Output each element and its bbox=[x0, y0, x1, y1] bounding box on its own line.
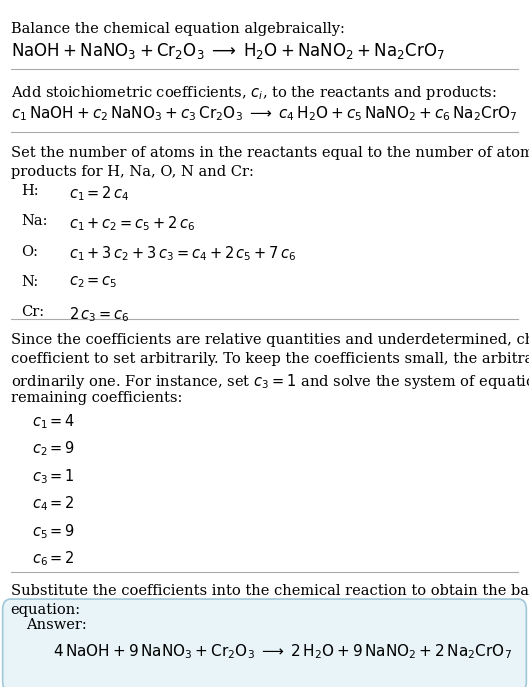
Text: products for H, Na, O, N and Cr:: products for H, Na, O, N and Cr: bbox=[11, 165, 253, 179]
Text: $2\,c_3 = c_6$: $2\,c_3 = c_6$ bbox=[69, 305, 129, 324]
FancyBboxPatch shape bbox=[3, 599, 526, 687]
Text: remaining coefficients:: remaining coefficients: bbox=[11, 391, 182, 405]
Text: Cr:: Cr: bbox=[21, 305, 44, 319]
Text: Balance the chemical equation algebraically:: Balance the chemical equation algebraica… bbox=[11, 22, 344, 36]
Text: $c_2 = c_5$: $c_2 = c_5$ bbox=[69, 275, 117, 291]
Text: coefficient to set arbitrarily. To keep the coefficients small, the arbitrary va: coefficient to set arbitrarily. To keep … bbox=[11, 352, 529, 366]
Text: Answer:: Answer: bbox=[26, 618, 87, 632]
Text: $c_4 = 2$: $c_4 = 2$ bbox=[32, 495, 75, 513]
Text: H:: H: bbox=[21, 184, 39, 198]
Text: O:: O: bbox=[21, 245, 38, 258]
Text: $c_1 = 2\,c_4$: $c_1 = 2\,c_4$ bbox=[69, 184, 130, 203]
Text: $c_3 = 1$: $c_3 = 1$ bbox=[32, 467, 75, 486]
Text: $c_6 = 2$: $c_6 = 2$ bbox=[32, 550, 75, 568]
Text: Since the coefficients are relative quantities and underdetermined, choose a: Since the coefficients are relative quan… bbox=[11, 333, 529, 347]
Text: N:: N: bbox=[21, 275, 39, 289]
Text: $c_1 + c_2 = c_5 + 2\,c_6$: $c_1 + c_2 = c_5 + 2\,c_6$ bbox=[69, 214, 195, 233]
Text: $c_5 = 9$: $c_5 = 9$ bbox=[32, 522, 75, 541]
Text: $c_1 + 3\,c_2 + 3\,c_3 = c_4 + 2\,c_5 + 7\,c_6$: $c_1 + 3\,c_2 + 3\,c_3 = c_4 + 2\,c_5 + … bbox=[69, 245, 296, 263]
Text: $c_1\,\mathrm{NaOH} + c_2\,\mathrm{NaNO_3} + c_3\,\mathrm{Cr_2O_3} \;\longrighta: $c_1\,\mathrm{NaOH} + c_2\,\mathrm{NaNO_… bbox=[11, 104, 517, 123]
Text: $c_2 = 9$: $c_2 = 9$ bbox=[32, 440, 75, 458]
Text: Set the number of atoms in the reactants equal to the number of atoms in the: Set the number of atoms in the reactants… bbox=[11, 146, 529, 159]
Text: equation:: equation: bbox=[11, 603, 81, 617]
Text: $4\,\mathrm{NaOH} + 9\,\mathrm{NaNO_3} + \mathrm{Cr_2O_3} \;\longrightarrow\; 2\: $4\,\mathrm{NaOH} + 9\,\mathrm{NaNO_3} +… bbox=[53, 642, 512, 661]
Text: ordinarily one. For instance, set $c_3 = 1$ and solve the system of equations fo: ordinarily one. For instance, set $c_3 =… bbox=[11, 372, 529, 391]
Text: Substitute the coefficients into the chemical reaction to obtain the balanced: Substitute the coefficients into the che… bbox=[11, 584, 529, 598]
Text: Na:: Na: bbox=[21, 214, 48, 228]
Text: Add stoichiometric coefficients, $c_i$, to the reactants and products:: Add stoichiometric coefficients, $c_i$, … bbox=[11, 84, 496, 102]
Text: $\mathrm{NaOH + NaNO_3 + Cr_2O_3 \;\longrightarrow\; H_2O + NaNO_2 + Na_2CrO_7}$: $\mathrm{NaOH + NaNO_3 + Cr_2O_3 \;\long… bbox=[11, 41, 444, 61]
Text: $c_1 = 4$: $c_1 = 4$ bbox=[32, 412, 75, 431]
